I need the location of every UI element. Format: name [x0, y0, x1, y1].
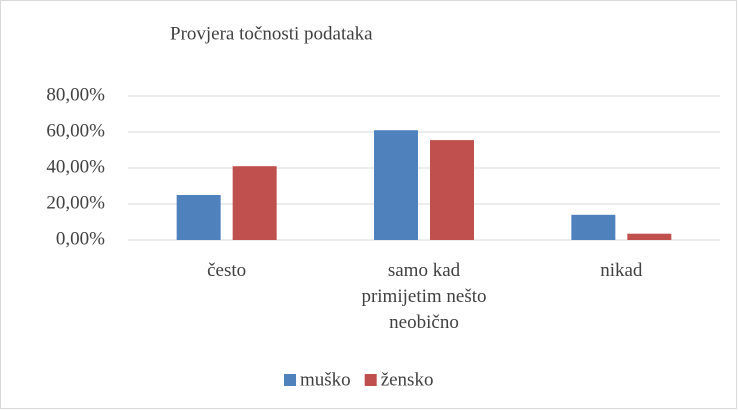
y-tick-label: 60,00% — [46, 120, 105, 141]
x-tick-label: samo kad primijetim nešto neobično — [361, 260, 487, 333]
y-tick-label: 0,00% — [56, 228, 105, 249]
chart-title: Provjera točnosti podataka — [170, 23, 373, 44]
y-tick-label: 20,00% — [46, 192, 105, 213]
bar — [430, 140, 474, 240]
bar — [571, 214, 616, 240]
x-tick-label: često — [207, 260, 247, 281]
legend-label: žensko — [381, 369, 434, 390]
bar — [232, 166, 277, 240]
y-tick-label: 40,00% — [46, 156, 105, 177]
legend-swatch — [364, 374, 377, 386]
bar — [627, 233, 672, 240]
x-tick-label: nikad — [600, 260, 643, 281]
legend-swatch — [284, 374, 296, 386]
y-tick-label: 80,00% — [46, 84, 105, 105]
bar — [374, 130, 418, 240]
legend-label: muško — [300, 369, 351, 390]
bar — [176, 195, 221, 240]
